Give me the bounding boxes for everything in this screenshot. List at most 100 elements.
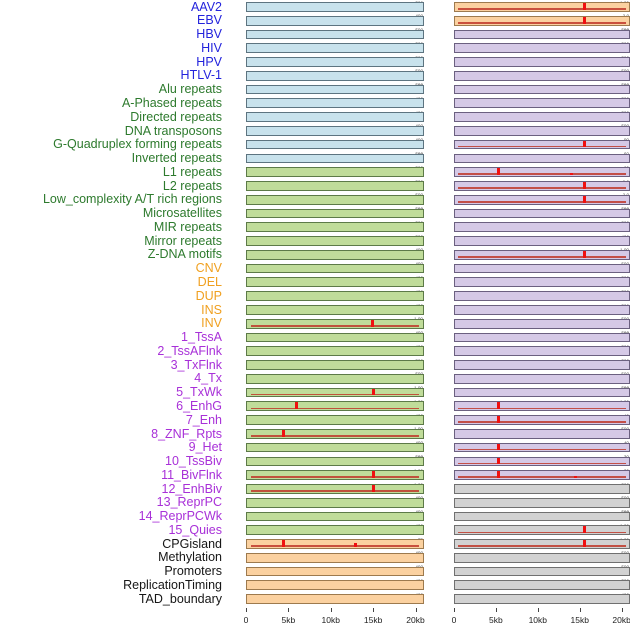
track-row-right: 5004003002001000 (436, 359, 630, 370)
track-plot-area (454, 442, 630, 453)
row-label: CPGisland (162, 536, 222, 551)
track-plot-area (246, 442, 424, 453)
row-label: HPV (196, 54, 222, 69)
track-plot-area (246, 525, 424, 536)
track-plot-area (454, 263, 630, 274)
row-label: 13_ReprPC (156, 495, 222, 510)
track-plot-area (454, 57, 630, 67)
track-plot-area (246, 470, 424, 481)
row-label: TAD_boundary (138, 591, 222, 606)
x-tick-label: 20kb (612, 615, 630, 625)
row-label: Methylation (158, 550, 222, 565)
track-plot-area (454, 566, 630, 577)
track-plot-area (454, 98, 630, 109)
data-bar (294, 402, 298, 410)
zero-baseline (458, 407, 626, 410)
track-row-right: 5004003002001000 (436, 125, 630, 136)
track-row-left: 5004003002001000 (228, 180, 424, 191)
x-tick-label: 0 (243, 615, 249, 625)
track-plot-area (454, 456, 630, 467)
track-plot-area (246, 43, 424, 54)
track-plot-area (246, 346, 424, 357)
track-plot-area (454, 70, 630, 81)
track-row-left: 4003002001000 (228, 276, 424, 288)
track-row-left: 4003002001000 (228, 579, 424, 591)
track-row-right: 5004003002001000 (436, 510, 630, 522)
track-row-left: 5004003002001000 (228, 152, 424, 164)
track-plot-area (246, 552, 424, 563)
track-plot-area (454, 360, 630, 370)
track-row-right: 1.000.750.500.250.00 (436, 538, 630, 549)
track-row-right: 1.000.750.500.250.00 (436, 1, 630, 12)
row-label: HBV (196, 27, 222, 42)
track-plot-area (454, 470, 630, 481)
track-plot-area (454, 167, 630, 178)
row-label: Alu repeats (158, 82, 222, 97)
data-bar (497, 168, 501, 176)
track-plot-area (246, 57, 424, 67)
data-bar (570, 172, 574, 176)
track-plot-area (454, 415, 630, 425)
row-label: Microsatellites (142, 206, 222, 221)
x-tick-label: 10kb (528, 615, 548, 625)
track-plot-area (246, 208, 424, 219)
data-bar (281, 429, 285, 437)
track-plot-area (246, 360, 424, 370)
track-row-left: 5004003002001000 (228, 42, 424, 54)
track-plot-area (246, 580, 424, 591)
track-plot-area (454, 222, 630, 233)
track-row-right: 5004003002001000 (436, 345, 630, 357)
x-tick-label: 15kb (570, 615, 589, 625)
track-plot-area (246, 2, 424, 12)
track-plot-area (454, 249, 630, 260)
x-tick-mark (579, 608, 581, 612)
track-row-left: 4003002001000 (228, 496, 424, 508)
zero-baseline (458, 187, 626, 189)
track-row-right: 403020100 (436, 414, 630, 425)
track-plot-area (454, 594, 630, 604)
track-row-left: 4003002001000 (228, 248, 424, 260)
row-label: 11_BivFlnk (161, 467, 222, 482)
track-row-right: 5004003002001000 (436, 83, 630, 95)
track-row-left: 5004003002001000 (228, 193, 424, 205)
row-label: HIV (201, 40, 222, 55)
track-row-left: 4003002001000 (228, 97, 424, 109)
zero-baseline (458, 8, 626, 10)
track-plot-area (454, 139, 630, 150)
track-plot-area (454, 552, 630, 563)
zero-baseline (250, 393, 420, 396)
track-plot-area (454, 511, 630, 522)
zero-baseline (458, 531, 626, 534)
data-bar (582, 3, 586, 10)
track-row-left: 4003002001000 (228, 593, 424, 604)
row-label: DNA transposons (124, 123, 222, 138)
track-row-right: 1.000.750.500.250.00 (436, 524, 630, 536)
data-bar (582, 195, 586, 203)
track-row-left: 4003002001000 (228, 345, 424, 357)
row-label: Inverted repeats (131, 151, 222, 166)
track-plot-area (454, 318, 630, 329)
track-row-right: 5004003002001000 (436, 221, 630, 233)
x-tick-mark (330, 608, 332, 612)
track-row-left: 5004003002001000 (228, 455, 424, 467)
data-bar (371, 319, 375, 327)
track-plot-area (246, 484, 424, 494)
track-plot-area (246, 401, 424, 412)
track-plot-area (246, 84, 424, 95)
track-row-left: 4003002001000 (228, 138, 424, 150)
track-plot-area (246, 112, 424, 122)
track-row-left: 1.000.750.500.250.00 (228, 317, 424, 329)
track-row-left: 5004003002001000 (228, 69, 424, 81)
x-tick-mark (373, 608, 375, 612)
track-row-left: 5004003002001000 (228, 235, 424, 246)
zero-baseline (250, 476, 420, 479)
data-bar (282, 540, 286, 547)
x-tick-label: 20kb (406, 615, 425, 625)
track-row-left: 4003002001000 (228, 565, 424, 577)
track-row-right: 5004003002001000 (436, 496, 630, 508)
track-row-right: 5004003002001000 (436, 331, 630, 343)
track-row-left: 5004003002001000 (228, 1, 424, 12)
track-row-left: 500400300200100 (228, 372, 424, 384)
row-label: CNV (195, 261, 222, 276)
